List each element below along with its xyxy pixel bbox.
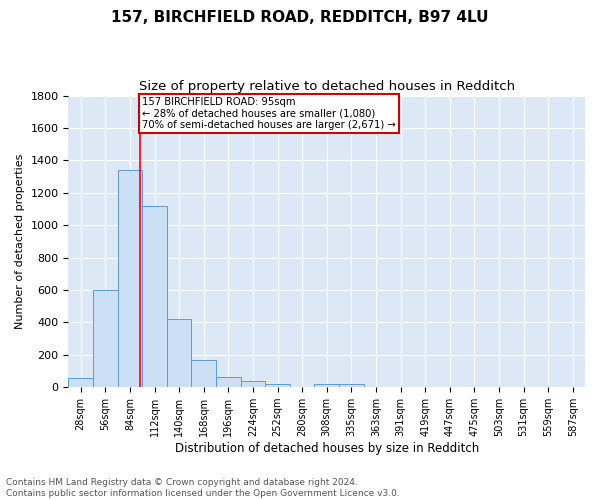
Bar [68, 378, 93, 387]
Text: 157, BIRCHFIELD ROAD, REDDITCH, B97 4LU: 157, BIRCHFIELD ROAD, REDDITCH, B97 4LU [111, 10, 489, 25]
Y-axis label: Number of detached properties: Number of detached properties [15, 154, 25, 329]
Bar [118, 170, 142, 387]
Bar [216, 376, 241, 387]
Bar [93, 290, 118, 387]
X-axis label: Distribution of detached houses by size in Redditch: Distribution of detached houses by size … [175, 442, 479, 455]
Bar [191, 360, 216, 387]
Bar [265, 384, 290, 387]
Bar [339, 384, 364, 387]
Text: 157 BIRCHFIELD ROAD: 95sqm
← 28% of detached houses are smaller (1,080)
70% of s: 157 BIRCHFIELD ROAD: 95sqm ← 28% of deta… [142, 97, 396, 130]
Title: Size of property relative to detached houses in Redditch: Size of property relative to detached ho… [139, 80, 515, 93]
Bar [167, 319, 191, 387]
Bar [314, 384, 339, 387]
Text: Contains HM Land Registry data © Crown copyright and database right 2024.
Contai: Contains HM Land Registry data © Crown c… [6, 478, 400, 498]
Bar [142, 206, 167, 387]
Bar [241, 381, 265, 387]
